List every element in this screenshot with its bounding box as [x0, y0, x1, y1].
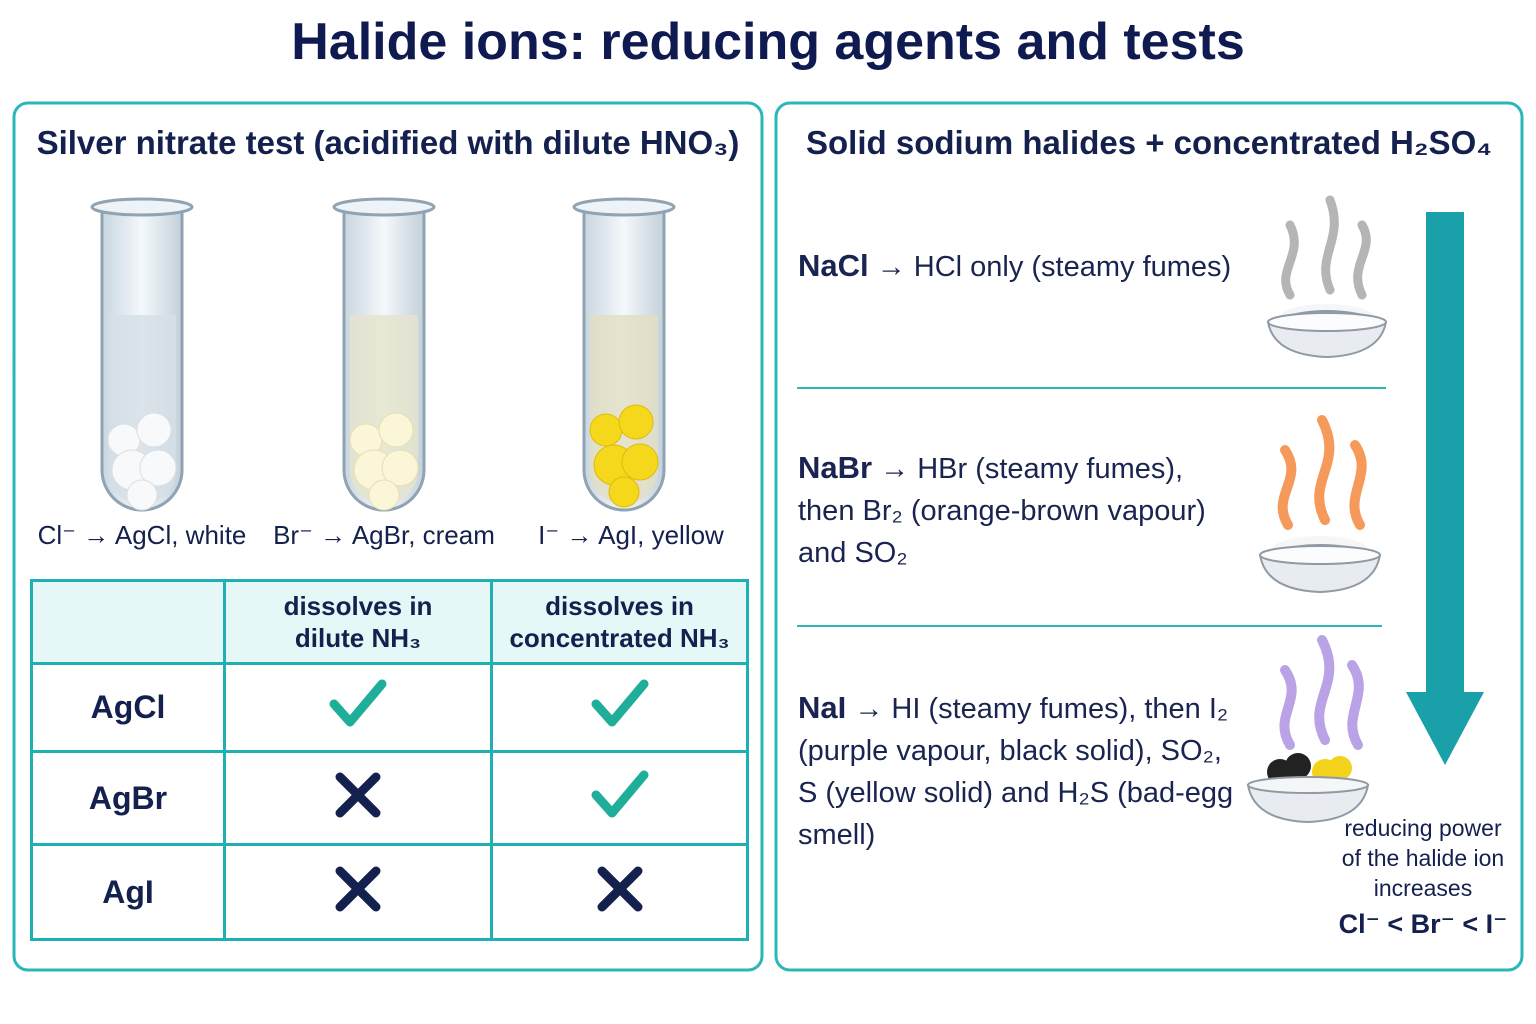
- fumes: [1279, 635, 1364, 750]
- solubility-table: dissolves in dilute NH₃ dissolves in con…: [30, 579, 749, 941]
- arrow-caption: reducing power of the halide ion increas…: [1323, 813, 1523, 939]
- entry-line: and SO₂: [798, 532, 1206, 574]
- entry-text: and SO₂: [798, 537, 908, 569]
- formula: NaCl: [798, 248, 869, 283]
- bowl: [1246, 753, 1370, 824]
- entry-line: NaCl → HCl only (steamy fumes): [798, 245, 1231, 288]
- row-label: AgBr: [30, 750, 226, 846]
- column-header: dissolves in dilute NH₃: [223, 579, 493, 665]
- caption-line: reducing power: [1344, 815, 1502, 841]
- entry-line: NaBr → HBr (steamy fumes),: [798, 447, 1206, 490]
- icon-path: [591, 770, 648, 817]
- test-tube: [332, 197, 436, 512]
- entry-text: S (yellow solid) and H₂S (bad-egg: [798, 777, 1234, 809]
- caption-line: increases: [1373, 875, 1473, 901]
- entry-text: then Br₂ (orange-brown vapour): [798, 495, 1206, 527]
- cell: [490, 843, 749, 941]
- empty-cell: [30, 579, 226, 665]
- icon-path: [335, 866, 381, 911]
- check-mark: [591, 770, 648, 817]
- table-row: AgBr: [30, 750, 749, 846]
- entry-line: S (yellow solid) and H₂S (bad-egg: [798, 772, 1233, 814]
- cell: [223, 750, 493, 846]
- formula: NaBr: [798, 450, 873, 485]
- entry-line: then Br₂ (orange-brown vapour): [798, 490, 1206, 532]
- cross-mark: [597, 866, 642, 911]
- left-panel: [12, 101, 764, 972]
- fumes: [1281, 195, 1371, 300]
- row-label: AgCl: [30, 662, 226, 753]
- icon-path: [591, 679, 648, 727]
- cell: [223, 662, 493, 753]
- tube-label: Br⁻ → AgBr, cream: [273, 520, 495, 550]
- trend-arrow: [1406, 212, 1484, 765]
- entry: NaCl → HCl only (steamy fumes): [798, 245, 1231, 288]
- entry-line: (purple vapour, black solid), SO₂,: [798, 730, 1233, 772]
- cross-mark: [335, 866, 381, 911]
- icon-path: [597, 866, 642, 911]
- cell: [223, 843, 493, 941]
- title: Halide ions: reducing agents and tests: [291, 13, 1245, 71]
- tube-label: Cl⁻ → AgCl, white: [37, 520, 247, 550]
- formula: NaI: [798, 690, 847, 725]
- entry-text: → HCl only (steamy fumes): [876, 251, 1232, 283]
- check-mark: [329, 679, 387, 727]
- bowl: [1258, 536, 1382, 594]
- entry: NaI → HI (steamy fumes), then I₂ (purple …: [798, 687, 1233, 856]
- right-panel: [774, 101, 1524, 972]
- test-tube: [90, 197, 194, 512]
- entry-text: smell): [798, 819, 876, 851]
- order: Cl⁻ < Br⁻ < I⁻: [1338, 909, 1508, 939]
- heading: Solid sodium halides + concentrated H₂SO…: [806, 124, 1492, 161]
- icon-path: [329, 679, 387, 727]
- entry-text: → HBr (steamy fumes),: [880, 453, 1184, 485]
- entry-line: NaI → HI (steamy fumes), then I₂: [798, 687, 1233, 730]
- fumes: [1277, 415, 1367, 530]
- check-mark: [591, 679, 648, 727]
- heading: Silver nitrate test (acidified with dilu…: [36, 124, 740, 161]
- icon-path: [335, 772, 381, 817]
- table-row: AgCl: [30, 662, 749, 753]
- bowl: [1266, 304, 1388, 359]
- test-tube: [572, 197, 676, 512]
- entry-text: (purple vapour, black solid), SO₂,: [798, 735, 1222, 767]
- row-label: AgI: [30, 843, 226, 941]
- cross-mark: [335, 772, 381, 817]
- caption-line: of the halide ion: [1341, 845, 1505, 871]
- entry-text: → HI (steamy fumes), then I₂: [854, 693, 1229, 725]
- column-header: dissolves in concentrated NH₃: [490, 579, 749, 665]
- entry-line: smell): [798, 814, 1233, 856]
- entry: NaBr → HBr (steamy fumes), then Br₂ (oran…: [798, 447, 1206, 574]
- cell: [490, 662, 749, 753]
- tube-label: I⁻ → AgI, yellow: [538, 520, 724, 550]
- cell: [490, 750, 749, 846]
- table-row: AgI: [30, 843, 749, 941]
